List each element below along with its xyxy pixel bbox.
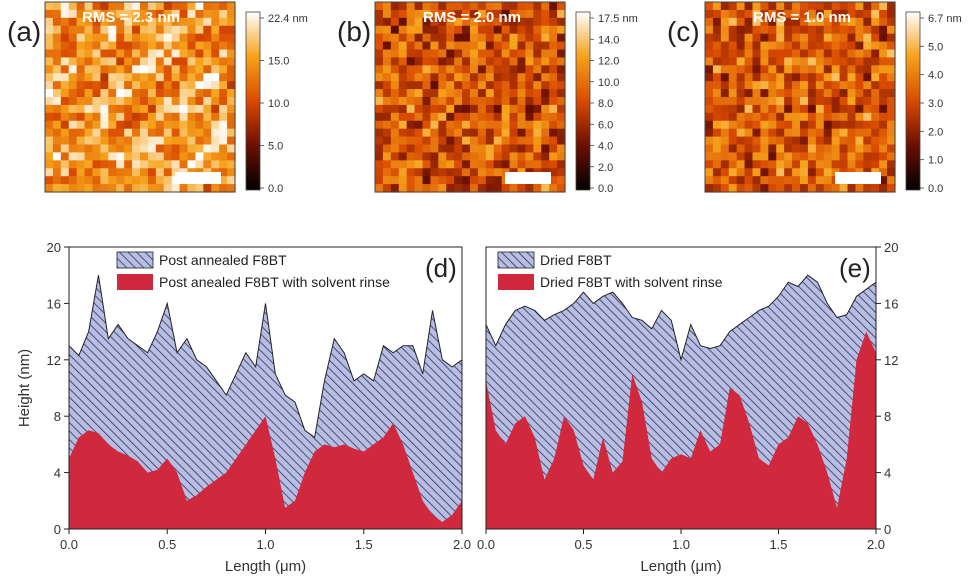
colorbar xyxy=(905,11,921,191)
colorbar-tick-label: 0.0 xyxy=(928,183,943,195)
afm-image-a: 22.4 nm 15.0 10.0 5.0 0.0 xyxy=(44,1,308,195)
scale-bar xyxy=(835,172,881,184)
afm-height-map xyxy=(375,2,566,193)
colorbar-tick-label: 6.7 nm xyxy=(928,13,962,25)
colorbar-tick-label: 3.0 xyxy=(928,98,943,110)
colorbar-tick-label: 2.0 xyxy=(928,126,943,138)
panel-label: (e) xyxy=(839,253,871,283)
y-axis-label: Height (nm) xyxy=(16,349,33,427)
afm-height-map xyxy=(705,2,896,193)
legend-entry: Dried F8BT with solvent rinse xyxy=(540,274,723,290)
colorbar-tick-label: 2.0 xyxy=(598,162,613,174)
area-red-series xyxy=(69,416,462,529)
colorbar-tick-label: 5.0 xyxy=(268,141,283,153)
legend-entry: Post anealed F8BT with solvent rinse xyxy=(159,274,390,290)
legend-entry: Post annealed F8BT xyxy=(159,252,287,268)
afm-image-b: 17.5 nm 14.0 12.0 10.0 8.0 6.0 4.0 2.0 0.0 xyxy=(374,1,638,195)
y-tick-label: 4 xyxy=(884,466,891,481)
legend-entry: Dried F8BT xyxy=(540,252,612,268)
x-tick-label: 2.0 xyxy=(453,537,471,552)
x-tick-label: 1.0 xyxy=(256,537,274,552)
colorbar xyxy=(245,11,261,191)
legend-swatch xyxy=(117,274,153,290)
colorbar-tick-label: 4.0 xyxy=(928,70,943,82)
x-tick-label: 1.5 xyxy=(355,537,373,552)
y-tick-label: 0 xyxy=(884,522,891,537)
colorbar-tick-label: 12.0 xyxy=(598,56,619,68)
chart-0: 0.0 0.5 1.0 1.5 2.0 0 4 8 12 16 20 Length (μm) Heigh… xyxy=(16,240,471,575)
y-tick-label: 4 xyxy=(54,466,61,481)
legend-swatch xyxy=(116,251,154,269)
y-tick-label: 20 xyxy=(884,240,898,255)
colorbar-tick-label: 4.0 xyxy=(598,141,613,153)
legend-swatch xyxy=(498,274,534,290)
rms-label-a: RMS = 2.3 nm xyxy=(82,9,180,26)
x-tick-label: 1.5 xyxy=(769,537,787,552)
y-tick-label: 8 xyxy=(54,409,61,424)
y-tick-label: 12 xyxy=(884,353,898,368)
colorbar-tick-label: 17.5 nm xyxy=(598,13,638,25)
chart-1: 0.0 0.5 1.0 1.5 2.00 4 8 12 16 20 Length (μm) (e) Dr… xyxy=(477,240,899,575)
y-tick-label: 20 xyxy=(47,240,61,255)
afm-image-c: 6.7 nm 5.0 4.0 3.0 2.0 1.0 0.0 xyxy=(704,1,962,195)
colorbar-tick-label: 6.0 xyxy=(598,119,613,131)
y-tick-label: 16 xyxy=(884,296,898,311)
y-tick-label: 8 xyxy=(884,409,891,424)
x-tick-label: 2.0 xyxy=(867,537,885,552)
x-tick-label: 1.0 xyxy=(672,537,690,552)
y-tick-label: 12 xyxy=(47,353,61,368)
x-tick-label: 0.0 xyxy=(60,537,78,552)
colorbar-tick-label: 0.0 xyxy=(598,183,613,195)
legend-swatch xyxy=(497,251,535,269)
colorbar-tick-label: 15.0 xyxy=(268,56,289,68)
colorbar-tick-label: 22.4 nm xyxy=(268,13,308,25)
panel-label: (d) xyxy=(425,253,457,283)
colorbar-tick-label: 0.0 xyxy=(268,183,283,195)
area-red-series xyxy=(486,331,876,529)
colorbar-tick-label: 10.0 xyxy=(268,98,289,110)
afm-panel-b: (b) 17.5 nm 14.0 12.0 10.0 8.0 6.0 4.0 2.0 0.0 R… xyxy=(330,0,638,200)
colorbar-tick-label: 5.0 xyxy=(928,41,943,53)
colorbar-tick-label: 1.0 xyxy=(928,155,943,167)
colorbar-tick-label: 8.0 xyxy=(598,98,613,110)
y-tick-label: 16 xyxy=(47,296,61,311)
x-tick-label: 0.0 xyxy=(477,537,495,552)
scale-bar xyxy=(175,172,221,184)
y-tick-label: 0 xyxy=(54,522,61,537)
x-tick-label: 0.5 xyxy=(158,537,176,552)
colorbar xyxy=(575,11,591,191)
colorbar-tick-label: 14.0 xyxy=(598,34,619,46)
x-axis-label: Length (μm) xyxy=(225,558,306,575)
panel-label-a: (a) xyxy=(7,16,42,47)
panel-label-c: (c) xyxy=(667,16,700,47)
x-axis-label: Length (μm) xyxy=(640,558,721,575)
afm-panel-a: (a) 22.4 nm 15.0 10.0 5.0 0.0 RMS = 2.3 nm xyxy=(0,0,308,200)
colorbar-tick-label: 10.0 xyxy=(598,77,619,89)
rms-label-c: RMS = 1.0 nm xyxy=(753,9,851,26)
afm-height-map xyxy=(45,2,236,193)
rms-label-b: RMS = 2.0 nm xyxy=(423,9,521,26)
scale-bar xyxy=(505,172,551,184)
x-tick-label: 0.5 xyxy=(574,537,592,552)
panel-label-b: (b) xyxy=(337,16,372,47)
afm-panel-c: (c) 6.7 nm 5.0 4.0 3.0 2.0 1.0 0.0 RMS = 1.0 n… xyxy=(660,0,962,200)
